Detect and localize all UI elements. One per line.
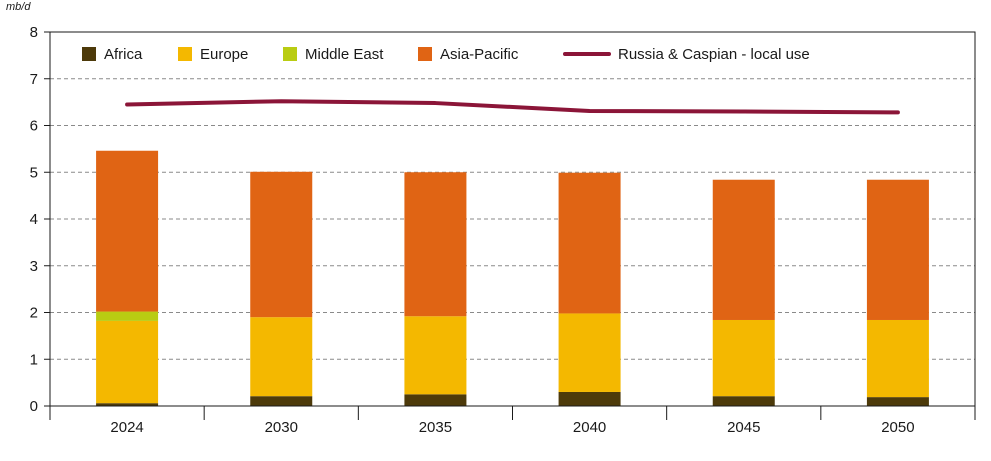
- legend: Africa Europe Middle East Asia-Pacific Russi…: [82, 46, 810, 63]
- gridlines: [50, 78, 975, 360]
- bar-europe-2024: [96, 320, 159, 404]
- bar-asia-pacific-2035: [404, 172, 467, 317]
- y-tick-label: 3: [30, 258, 38, 275]
- legend-label-middle-east: Middle East: [305, 46, 384, 63]
- x-tick-label: 2024: [110, 419, 143, 436]
- y-tick-label: 8: [30, 24, 38, 41]
- axes: 0 1 2 3 4 5 6 7 8 2024 2030 2035 2040 2045 2050: [30, 24, 976, 436]
- x-tick-label: 2045: [727, 419, 760, 436]
- bar-africa-2024: [96, 403, 159, 406]
- bar-europe-2035: [404, 316, 467, 395]
- y-tick-label: 5: [30, 164, 38, 181]
- bar-asia-pacific-2030: [250, 171, 313, 318]
- legend-label-europe: Europe: [200, 46, 248, 63]
- x-tick-label: 2035: [419, 419, 452, 436]
- y-tick-label: 2: [30, 305, 38, 322]
- y-tick-label: 4: [30, 211, 38, 228]
- bar-africa-2050: [866, 397, 929, 406]
- bar-middle-east-2024: [96, 311, 159, 321]
- bar-europe-2040: [558, 313, 621, 392]
- x-tick-label: 2030: [265, 419, 298, 436]
- y-axis-unit-label: mb/d: [6, 1, 31, 13]
- bar-africa-2030: [250, 396, 313, 406]
- x-tick-label: 2040: [573, 419, 606, 436]
- line-series: [125, 99, 900, 115]
- bar-africa-2035: [404, 394, 467, 406]
- bar-asia-pacific-2050: [866, 179, 929, 320]
- bar-europe-2030: [250, 317, 313, 397]
- bar-africa-2040: [558, 391, 621, 406]
- legend-label-africa: Africa: [104, 46, 143, 63]
- legend-swatch-middle-east: [283, 47, 297, 61]
- bar-asia-pacific-2024: [96, 150, 159, 312]
- legend-label-asia-pacific: Asia-Pacific: [440, 46, 519, 63]
- bar-europe-2050: [866, 319, 929, 398]
- legend-swatch-asia-pacific: [418, 47, 432, 61]
- y-tick-label: 6: [30, 118, 38, 135]
- legend-swatch-europe: [178, 47, 192, 61]
- bar-europe-2045: [712, 319, 775, 397]
- x-tick-label: 2050: [881, 419, 914, 436]
- y-tick-label: 7: [30, 71, 38, 88]
- y-tick-label: 1: [30, 351, 38, 368]
- bars: [96, 150, 929, 406]
- bar-asia-pacific-2045: [712, 179, 775, 320]
- line-russia-caspian-local-use: [125, 99, 900, 115]
- bar-asia-pacific-2040: [558, 172, 621, 314]
- y-tick-label: 0: [30, 398, 38, 415]
- legend-label-russia-caspian-local-use: Russia & Caspian - local use: [618, 46, 810, 63]
- bar-africa-2045: [712, 396, 775, 406]
- legend-swatch-africa: [82, 47, 96, 61]
